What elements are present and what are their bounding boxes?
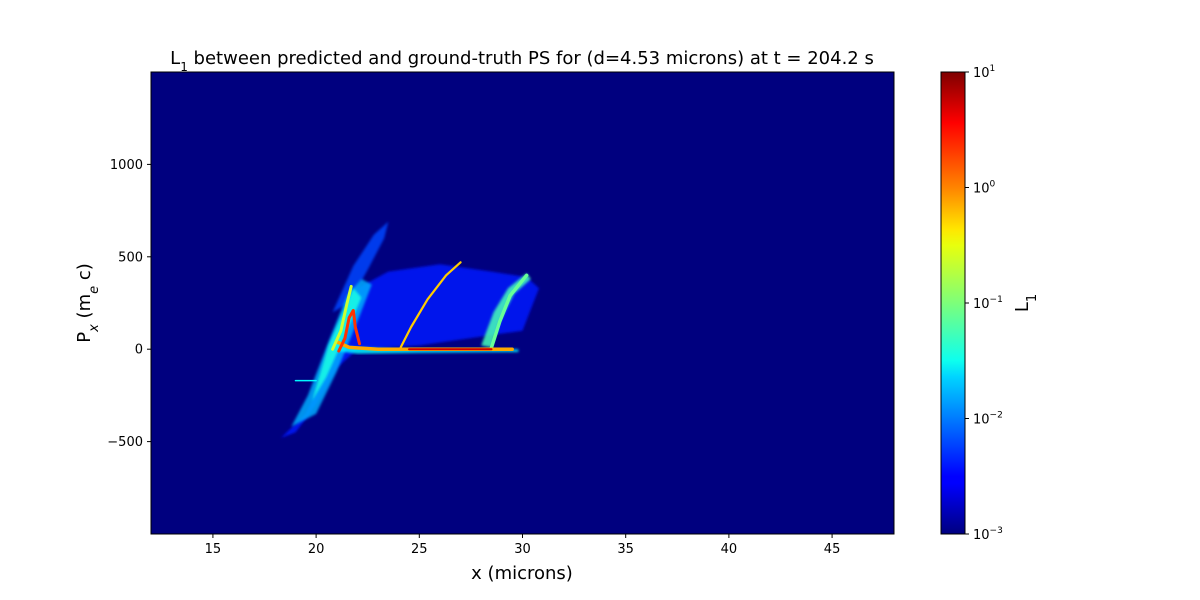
chart-title: L1 between predicted and ground-truth PS… [170, 48, 874, 74]
colorbar-label: L1 [1012, 294, 1040, 312]
colorbar-tick-label: 10−3 [973, 526, 1003, 543]
colorbar-tick-label: 10−2 [973, 411, 1003, 428]
y-tick-label: 1000 [110, 158, 143, 173]
y-axis-label: Px (me c) [74, 263, 102, 342]
y-tick-label: 500 [118, 250, 143, 265]
heatmap-line-spike-core [337, 308, 361, 353]
heatmap-features [281, 221, 539, 438]
y-tick-label: −500 [107, 435, 143, 450]
x-tick-label: 20 [308, 542, 325, 557]
x-tick-label: 35 [617, 542, 634, 557]
x-tick-label: 40 [721, 542, 738, 557]
heatmap-region-diffuse-wedge [281, 264, 539, 438]
colorbar-tick-label: 10−1 [973, 295, 1003, 312]
colorbar-tick-label: 101 [973, 64, 995, 81]
x-tick-label: 25 [411, 542, 428, 557]
y-tick-label: 0 [135, 343, 143, 358]
colorbar [940, 71, 966, 535]
colorbar-tick-label: 100 [973, 180, 996, 197]
heatmap-line-green-arc [489, 273, 529, 350]
heatmap-region-arc-right-band [481, 273, 531, 348]
y-axis-ticks: −500 0 500 1000 [107, 158, 151, 450]
x-tick-label: 30 [514, 542, 531, 557]
colorbar-ticks: 101 100 10−1 10−2 10−3 [965, 64, 1003, 543]
x-axis-ticks: 15 20 25 30 35 40 45 [205, 534, 841, 557]
x-tick-label: 15 [205, 542, 222, 557]
x-axis-label: x (microns) [471, 563, 573, 584]
x-tick-label: 45 [824, 542, 841, 557]
heatmap-region-fan-left [332, 221, 389, 313]
heatmap-line-yellow-arc [399, 261, 462, 349]
heatmap-line-spike-side [331, 284, 353, 351]
